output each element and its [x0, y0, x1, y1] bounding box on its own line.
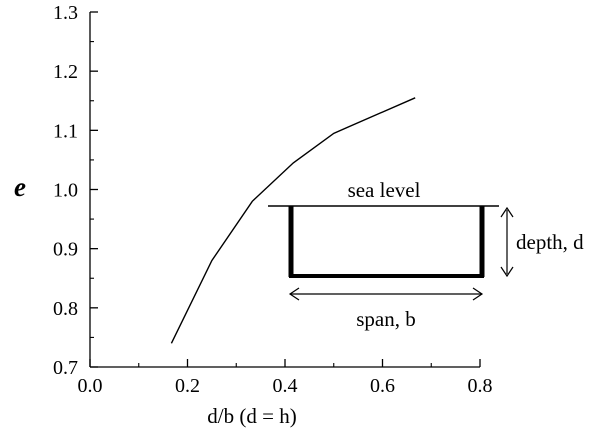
y-tick-label: 1.3 — [53, 2, 78, 24]
x-axis-label: d/b (d = h) — [207, 404, 296, 428]
x-tick-label: 0.8 — [468, 375, 493, 397]
span-arrowhead-right — [472, 287, 484, 301]
span-arrowhead-left — [288, 287, 300, 301]
y-tick-label: 1.2 — [53, 61, 78, 83]
y-axis-label: e — [14, 172, 26, 202]
y-tick-label: 1.1 — [53, 120, 78, 142]
series-group — [170, 97, 416, 344]
axes — [89, 12, 480, 368]
y-tick-label: 0.9 — [53, 239, 78, 261]
y-tick-label: 1.0 — [53, 180, 78, 202]
x-tick-label: 0.0 — [78, 375, 103, 397]
sea-level-label: sea level — [348, 178, 421, 202]
depth-arrowhead-top — [500, 206, 514, 218]
cross-section-diagram: sea level depth, d span, b — [268, 178, 584, 331]
x-axis-ticks: 0.0 0.2 0.4 0.6 0.8 — [78, 359, 493, 397]
x-tick-label: 0.6 — [370, 375, 395, 397]
y-tick-label: 0.7 — [53, 357, 78, 379]
depth-label: depth, d — [516, 230, 584, 254]
y-tick-label: 0.8 — [53, 298, 78, 320]
series-line — [170, 97, 416, 344]
x-tick-label: 0.4 — [273, 375, 298, 397]
span-label: span, b — [356, 307, 416, 331]
depth-arrowhead-bottom — [500, 266, 514, 278]
y-axis-ticks: 0.7 0.8 0.9 1.0 1.1 1.2 1.3 — [53, 2, 98, 379]
x-tick-label: 0.2 — [175, 375, 200, 397]
